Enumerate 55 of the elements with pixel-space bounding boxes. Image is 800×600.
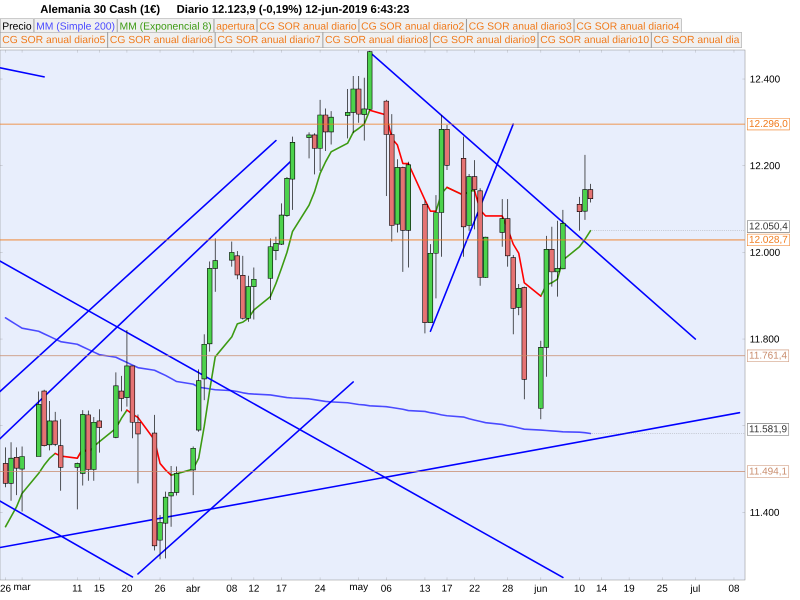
annotation: 12.050,4 <box>750 222 788 231</box>
candlestick <box>58 418 64 492</box>
text: CG SOR anual diario <box>260 22 356 30</box>
ref-line-label: 12.028,7 <box>750 236 788 244</box>
ref-line-label: 11.494,1 <box>750 468 787 476</box>
x-tick-label: 08 <box>226 584 237 592</box>
x-tick-label: 22 <box>470 584 480 592</box>
y-tick-label: 12.400 <box>750 76 780 83</box>
y-tick-label: 12.200 <box>750 162 780 170</box>
text: CG SOR anual diario8 <box>326 36 428 44</box>
text: apertura <box>216 22 255 32</box>
x-tick-label: 26 <box>155 584 166 592</box>
line-series <box>4 317 592 434</box>
text: CG SOR anual diario2 <box>362 22 464 30</box>
x-tick-label: 24 <box>315 584 326 592</box>
chart-subtitle: Diario 12.123,9 (-0,19%) 12-jun-2019 6:43:23 <box>177 4 410 16</box>
x-tick-label: 13 <box>420 584 430 592</box>
text: MM (Exponencial 8) <box>120 22 212 32</box>
x-tick-label: jun <box>534 584 547 594</box>
x-tick-label: 17 <box>276 584 286 592</box>
y-tick-label: 11.800 <box>750 336 780 343</box>
x-tick-label: 12 <box>249 584 259 592</box>
x-tick-label: 19 <box>624 584 634 592</box>
x-tick-label: abr <box>186 584 200 592</box>
text: MM (Simple 200) <box>37 22 114 32</box>
text: CG SOR anual diario6 <box>110 36 212 44</box>
x-tick-label: 10 <box>574 584 585 592</box>
x-tick-label: 25 <box>657 584 668 592</box>
candlestick <box>190 446 196 496</box>
text: Precio <box>3 22 32 30</box>
x-tick-label: 20 <box>122 584 132 592</box>
chart-title: Alemania 30 Cash (1€) <box>40 4 160 16</box>
text: CG SOR anual diario4 <box>576 22 680 30</box>
x-tick-label: 15 <box>94 584 104 592</box>
x-tick-label: 28 <box>502 584 513 592</box>
x-tick-label: 14 <box>596 584 607 592</box>
text: CG SOR anual dia <box>654 36 740 44</box>
text: CG SOR anual diario10 <box>540 36 649 44</box>
x-tick-label: 26 <box>0 584 11 592</box>
x-tick-label: 17 <box>442 584 452 592</box>
y-tick-label: 12.000 <box>750 248 780 256</box>
text: CG SOR anual diario7 <box>218 36 320 44</box>
annotation: 11.581,9 <box>750 425 787 434</box>
x-tick-label: 06 <box>381 584 392 592</box>
y-tick-label: 11.400 <box>750 508 780 516</box>
x-tick-label: 11 <box>72 584 82 592</box>
text: CG SOR anual diario9 <box>433 36 536 44</box>
ref-line-label: 12.296,0 <box>750 120 788 128</box>
text: CG SOR anual diario3 <box>469 22 572 30</box>
ref-line-label: 11.761,4 <box>750 352 787 360</box>
text: CG SOR anual diario5 <box>2 36 105 44</box>
x-tick-label: may <box>350 584 368 592</box>
x-tick-label: jul <box>690 584 700 594</box>
x-tick-label: mar <box>14 584 30 590</box>
x-tick-label: 08 <box>728 584 740 592</box>
